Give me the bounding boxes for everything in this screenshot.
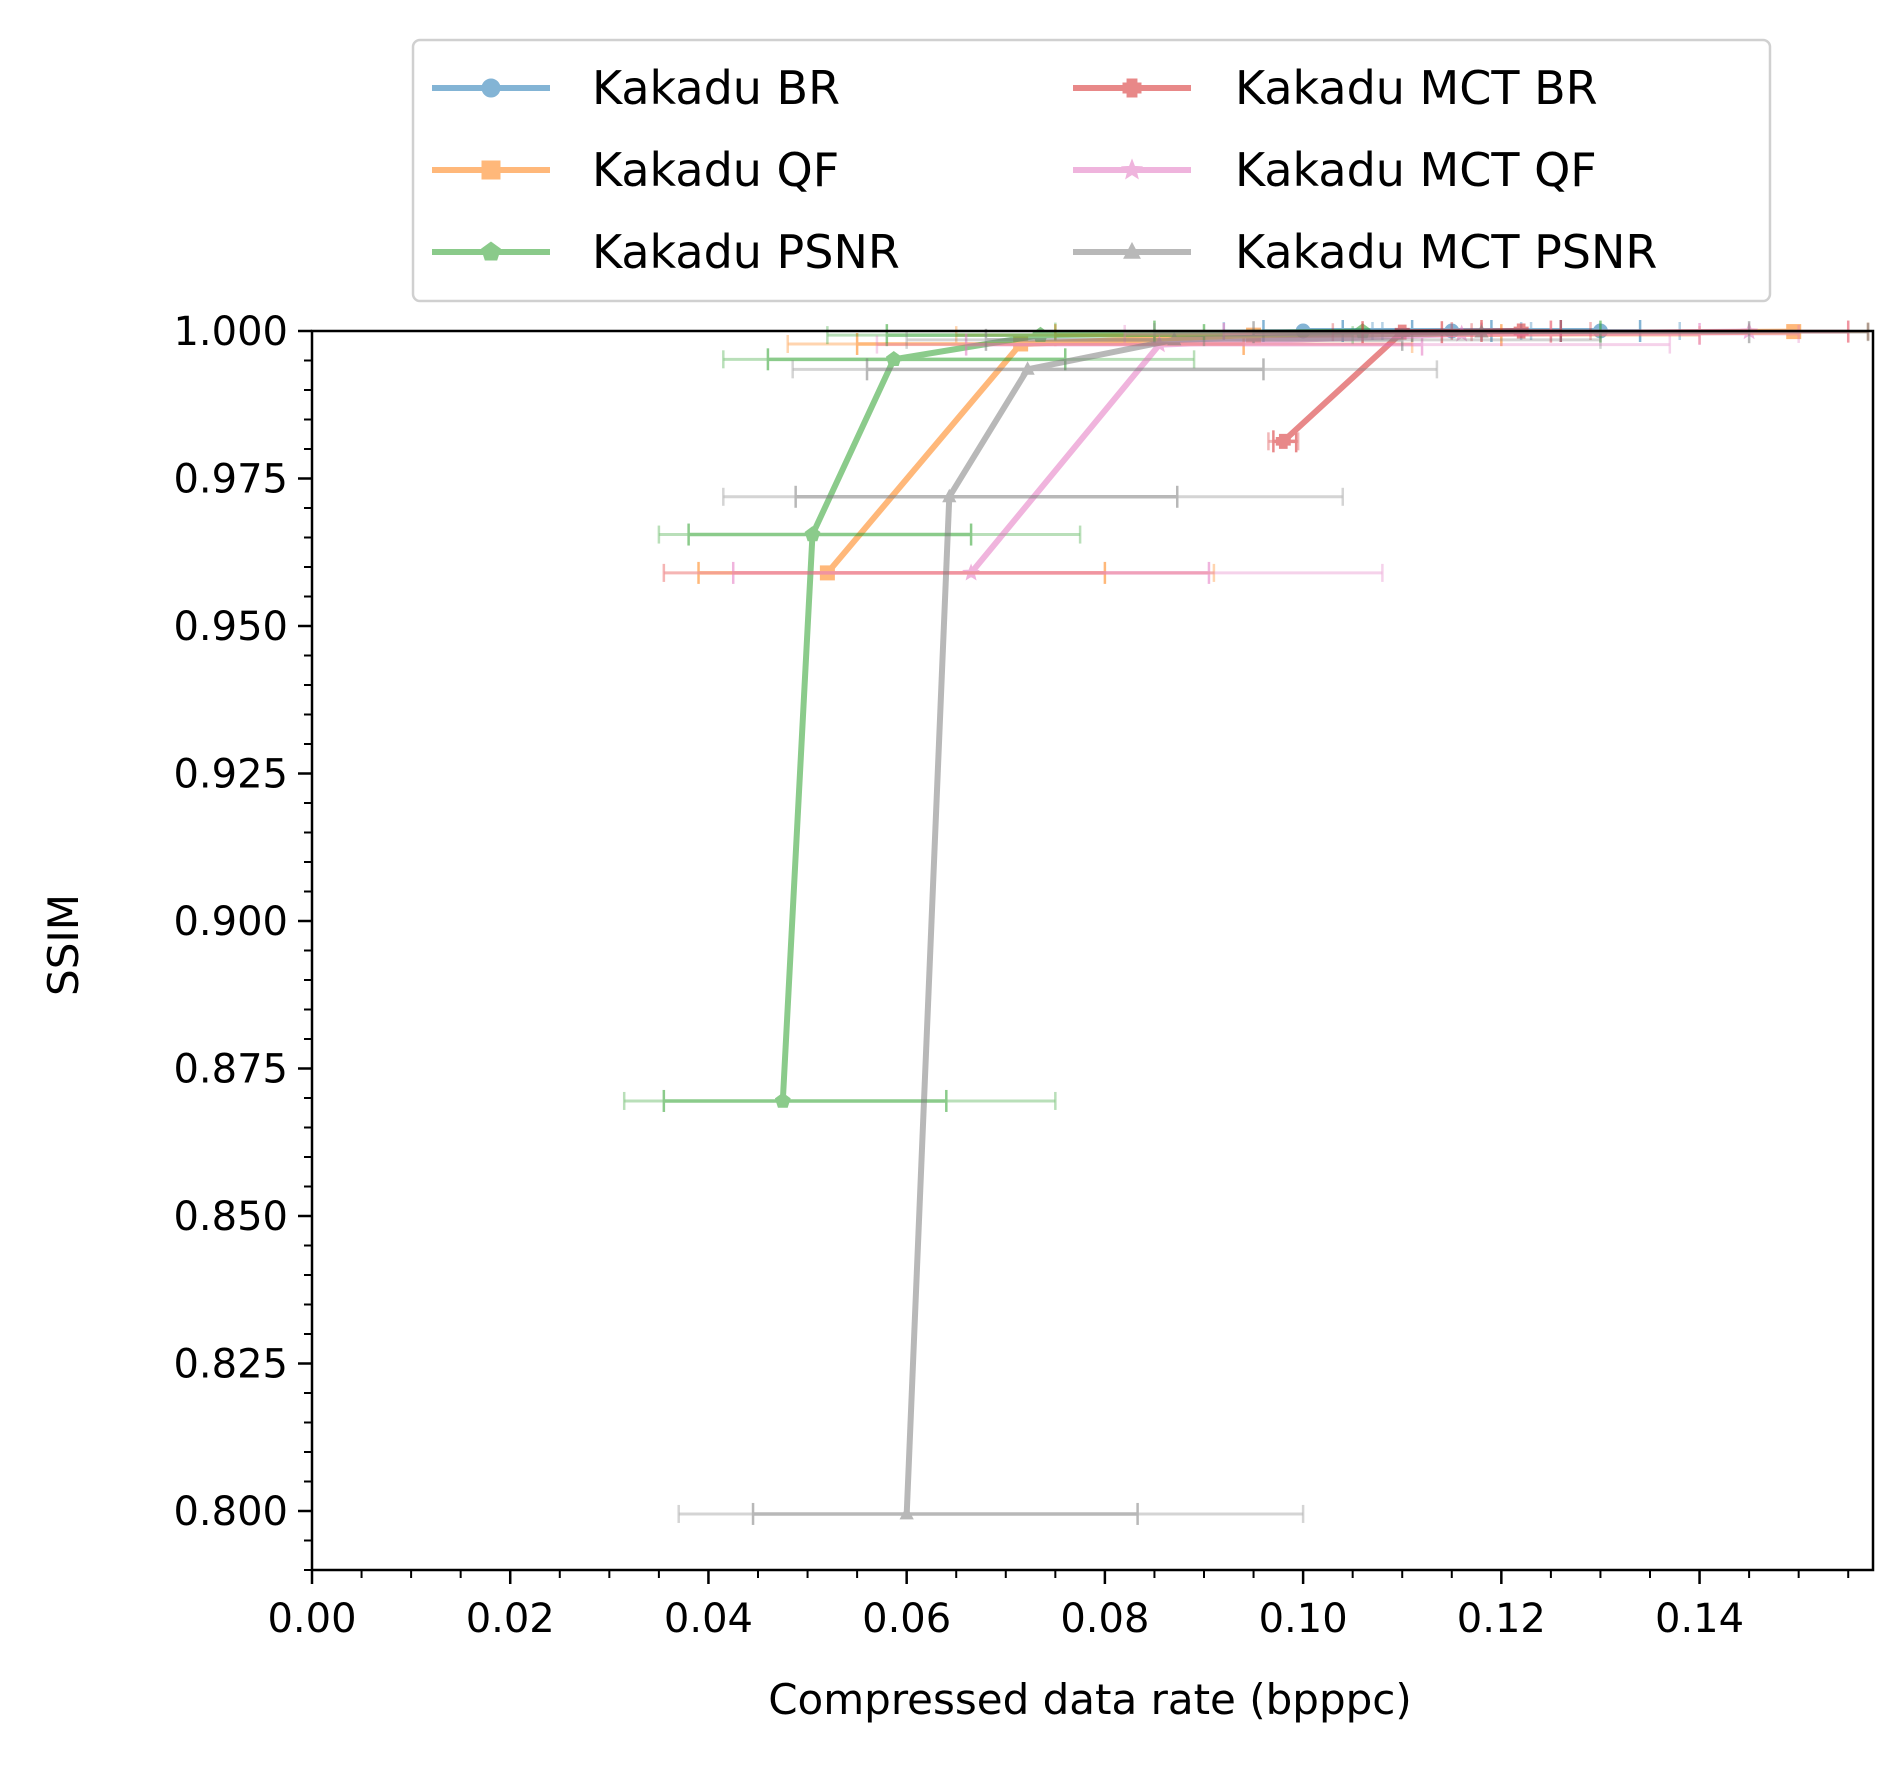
legend-item bbox=[432, 160, 550, 180]
legend-marker bbox=[1120, 158, 1144, 180]
legend-item bbox=[1073, 241, 1191, 259]
series-line bbox=[903, 329, 1482, 1515]
plot-layer bbox=[622, 320, 1870, 1525]
error-bar bbox=[722, 348, 1196, 371]
data-point bbox=[1167, 331, 1182, 346]
series-kakadu-psnr bbox=[622, 320, 1870, 1112]
error-bar bbox=[677, 1502, 1305, 1525]
data-point bbox=[804, 526, 821, 542]
legend-label: Kakadu QF bbox=[592, 143, 839, 197]
legend-marker bbox=[1123, 241, 1141, 259]
legend-item bbox=[432, 241, 550, 261]
x-tick-label: 0.06 bbox=[862, 1596, 951, 1642]
error-bar bbox=[791, 358, 1439, 381]
legend-item bbox=[1073, 78, 1191, 98]
error-bar bbox=[662, 561, 1384, 584]
x-tick-label: 0.00 bbox=[267, 1596, 356, 1642]
y-tick-label: 0.850 bbox=[173, 1194, 288, 1240]
data-point bbox=[885, 350, 902, 366]
data-point bbox=[899, 1505, 914, 1520]
y-tick-label: 0.925 bbox=[173, 752, 288, 798]
legend-label: Kakadu PSNR bbox=[592, 225, 900, 279]
error-bar bbox=[722, 485, 1345, 508]
plot-frame bbox=[310, 329, 1875, 1572]
axes-layer: 0.00 0.02 0.04 0.06 0.08 0.10 0.12 0.14 0.800 0.8… bbox=[173, 309, 1875, 1642]
y-tick-label: 0.800 bbox=[173, 1489, 288, 1535]
data-point bbox=[1020, 361, 1035, 375]
legend-label: Kakadu MCT BR bbox=[1235, 61, 1598, 115]
series-kakadu-mct-psnr bbox=[677, 321, 1870, 1525]
data-point bbox=[942, 488, 957, 503]
y-axis-label: SSIM bbox=[39, 894, 88, 996]
legend-label: Kakadu MCT PSNR bbox=[1235, 225, 1657, 279]
error-bar bbox=[622, 1089, 1057, 1112]
y-tick-label: 0.825 bbox=[173, 1342, 288, 1388]
x-axis-label: Compressed data rate (bpppc) bbox=[768, 1675, 1412, 1724]
x-tick-label: 0.12 bbox=[1457, 1596, 1546, 1642]
x-tick-label: 0.08 bbox=[1060, 1596, 1149, 1642]
x-tick-label: 0.14 bbox=[1655, 1596, 1744, 1642]
legend-label: Kakadu MCT QF bbox=[1235, 143, 1597, 197]
x-tick-label: 0.02 bbox=[466, 1596, 555, 1642]
legend-label: Kakadu BR bbox=[592, 61, 840, 115]
legend-marker bbox=[481, 78, 501, 98]
data-point bbox=[962, 563, 980, 581]
y-tick-label: 1.000 bbox=[173, 309, 288, 355]
data-point bbox=[774, 1092, 791, 1108]
error-bar bbox=[657, 523, 1082, 546]
legend-item bbox=[1073, 158, 1191, 180]
legend-marker bbox=[481, 160, 501, 180]
legend: Kakadu BR Kakadu QF Kakadu PSNR Kakadu MCT … bbox=[411, 38, 1772, 303]
y-tick-label: 0.900 bbox=[173, 899, 288, 945]
y-tick-label: 0.875 bbox=[173, 1047, 288, 1093]
x-tick-label: 0.04 bbox=[664, 1596, 753, 1642]
data-point bbox=[1275, 433, 1291, 449]
legend-item bbox=[432, 78, 550, 98]
y-tick-label: 0.950 bbox=[173, 604, 288, 650]
legend-marker bbox=[481, 241, 501, 261]
legend-marker bbox=[1122, 78, 1142, 98]
x-tick-label: 0.10 bbox=[1259, 1596, 1348, 1642]
plot-area bbox=[622, 320, 1870, 1525]
y-tick-label: 0.975 bbox=[173, 457, 288, 503]
